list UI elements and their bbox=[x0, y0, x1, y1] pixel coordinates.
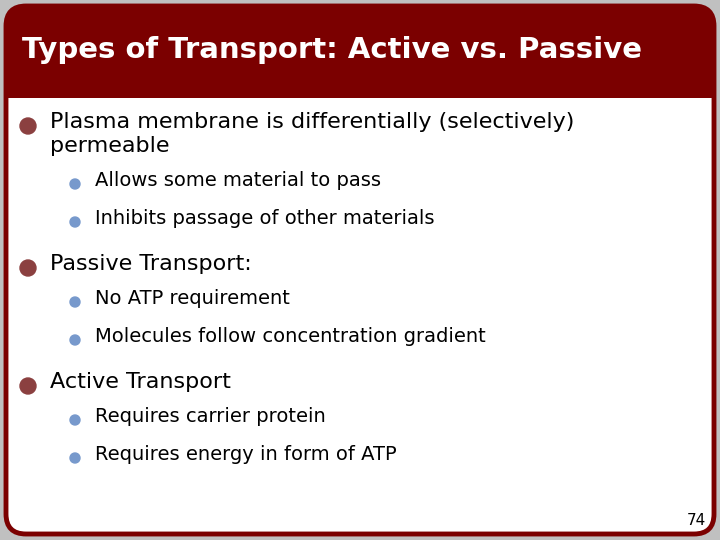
Text: Types of Transport: Active vs. Passive: Types of Transport: Active vs. Passive bbox=[22, 36, 642, 64]
Text: Passive Transport:: Passive Transport: bbox=[50, 254, 252, 274]
Circle shape bbox=[70, 217, 80, 227]
FancyBboxPatch shape bbox=[6, 6, 714, 534]
Bar bbox=[6, 78, 714, 98]
Circle shape bbox=[70, 335, 80, 345]
Text: Molecules follow concentration gradient: Molecules follow concentration gradient bbox=[95, 327, 486, 346]
Circle shape bbox=[20, 260, 36, 276]
Circle shape bbox=[20, 378, 36, 394]
Text: Requires carrier protein: Requires carrier protein bbox=[95, 407, 325, 426]
Text: Allows some material to pass: Allows some material to pass bbox=[95, 171, 381, 190]
Text: Inhibits passage of other materials: Inhibits passage of other materials bbox=[95, 208, 434, 227]
Text: Requires energy in form of ATP: Requires energy in form of ATP bbox=[95, 444, 397, 463]
Circle shape bbox=[20, 118, 36, 134]
Text: 74: 74 bbox=[687, 513, 706, 528]
Circle shape bbox=[70, 179, 80, 189]
FancyBboxPatch shape bbox=[6, 6, 714, 98]
Text: No ATP requirement: No ATP requirement bbox=[95, 288, 290, 307]
Text: Active Transport: Active Transport bbox=[50, 372, 231, 392]
Circle shape bbox=[70, 415, 80, 425]
Text: Plasma membrane is differentially (selectively): Plasma membrane is differentially (selec… bbox=[50, 112, 575, 132]
Circle shape bbox=[70, 297, 80, 307]
Text: permeable: permeable bbox=[50, 136, 169, 156]
Circle shape bbox=[70, 453, 80, 463]
